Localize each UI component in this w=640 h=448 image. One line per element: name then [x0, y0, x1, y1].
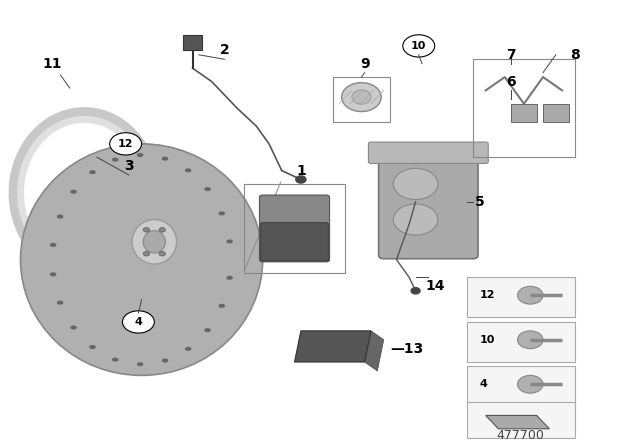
Text: 10: 10 [411, 41, 426, 51]
Text: 12: 12 [118, 139, 133, 149]
Text: 2: 2 [220, 43, 229, 57]
Ellipse shape [51, 273, 56, 276]
FancyBboxPatch shape [369, 142, 488, 164]
Bar [467, 322, 575, 362]
Ellipse shape [58, 215, 63, 218]
Circle shape [109, 133, 141, 155]
Ellipse shape [186, 348, 191, 350]
Ellipse shape [394, 204, 438, 235]
Ellipse shape [113, 158, 118, 161]
Ellipse shape [20, 144, 262, 375]
Text: 12: 12 [479, 290, 495, 300]
Ellipse shape [518, 375, 543, 393]
FancyBboxPatch shape [260, 223, 328, 261]
Text: 9: 9 [360, 57, 369, 71]
Ellipse shape [71, 190, 76, 193]
Bar [543, 104, 568, 121]
Ellipse shape [394, 168, 438, 199]
Ellipse shape [163, 157, 168, 160]
Circle shape [403, 35, 435, 57]
FancyBboxPatch shape [379, 145, 478, 259]
Text: 7: 7 [506, 48, 516, 62]
Ellipse shape [518, 331, 543, 349]
Text: 1: 1 [296, 164, 306, 177]
Text: 477700: 477700 [497, 429, 545, 442]
Ellipse shape [220, 305, 225, 307]
Ellipse shape [163, 359, 168, 362]
Ellipse shape [113, 358, 118, 361]
FancyBboxPatch shape [259, 195, 330, 262]
Ellipse shape [138, 154, 143, 156]
Bar [244, 184, 346, 273]
Ellipse shape [143, 231, 166, 253]
Ellipse shape [51, 244, 56, 246]
Polygon shape [486, 415, 549, 429]
Text: 14: 14 [425, 280, 444, 293]
Ellipse shape [186, 169, 191, 172]
Text: 5: 5 [474, 195, 484, 209]
Ellipse shape [205, 329, 210, 332]
Ellipse shape [132, 220, 177, 264]
Ellipse shape [38, 190, 232, 364]
Ellipse shape [227, 276, 232, 279]
Circle shape [411, 288, 420, 294]
Bar [467, 402, 575, 438]
Ellipse shape [227, 240, 232, 243]
Text: 4: 4 [479, 379, 487, 389]
Bar [473, 59, 575, 157]
Circle shape [122, 311, 154, 333]
Text: 3: 3 [124, 159, 134, 173]
Ellipse shape [342, 82, 381, 112]
Ellipse shape [90, 346, 95, 349]
Bar [467, 277, 575, 318]
Ellipse shape [58, 302, 63, 304]
Bar [183, 35, 202, 50]
Text: 4: 4 [134, 317, 142, 327]
Ellipse shape [90, 171, 95, 173]
Text: 10: 10 [479, 335, 495, 345]
Polygon shape [294, 331, 371, 362]
Ellipse shape [220, 212, 225, 215]
Ellipse shape [352, 90, 371, 104]
Circle shape [296, 176, 306, 183]
Ellipse shape [518, 286, 543, 304]
Ellipse shape [159, 228, 165, 232]
Ellipse shape [143, 228, 150, 232]
Text: 6: 6 [506, 74, 516, 89]
Bar [511, 104, 537, 121]
Ellipse shape [138, 363, 143, 366]
Polygon shape [365, 331, 384, 371]
Bar [333, 77, 390, 121]
Text: 11: 11 [43, 57, 62, 71]
Ellipse shape [143, 251, 150, 256]
Ellipse shape [71, 326, 76, 329]
Bar [467, 366, 575, 406]
Text: 8: 8 [570, 48, 580, 62]
Ellipse shape [205, 188, 210, 190]
Text: —13: —13 [390, 342, 423, 356]
Ellipse shape [159, 251, 165, 256]
